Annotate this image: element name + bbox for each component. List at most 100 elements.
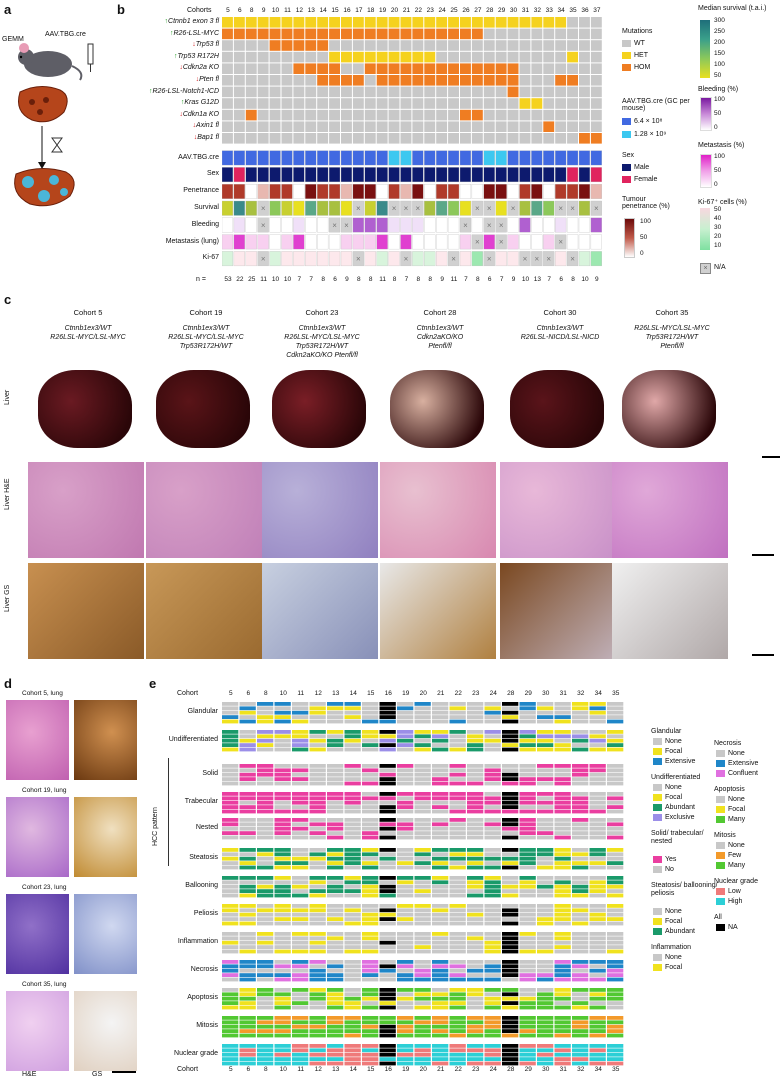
annotation-cell	[222, 150, 234, 166]
heatmap-cell	[309, 1057, 326, 1061]
heatmap-cell	[519, 884, 536, 889]
heatmap-cell	[344, 904, 361, 908]
lung-title: Cohort 5, lung	[22, 690, 63, 697]
annotation-cell	[555, 217, 567, 233]
heatmap-cell	[449, 949, 466, 954]
cohort-number: 34	[557, 7, 565, 14]
annotation-cell	[376, 200, 388, 216]
heatmap-cell	[309, 973, 326, 977]
mutation-cell	[507, 133, 519, 144]
heatmap-cell	[239, 800, 256, 805]
heatmap-cell	[554, 805, 571, 809]
heatmap-cell	[327, 706, 344, 711]
heatmap-cell	[274, 861, 291, 865]
heatmap-cell	[554, 973, 571, 977]
heatmap-cell	[607, 777, 624, 781]
heatmap-cell	[257, 734, 274, 739]
heatmap-cell	[519, 743, 536, 747]
heatmap-cell	[362, 747, 379, 752]
heatmap-cell	[239, 908, 256, 913]
hcc-pattern-bracket	[168, 758, 169, 866]
liver-he-image	[500, 462, 616, 558]
heatmap-cell	[554, 932, 571, 936]
annotation-cell	[495, 167, 507, 183]
annotation-cell	[328, 251, 341, 267]
heatmap-cell	[572, 912, 589, 917]
heatmap-cell	[222, 865, 239, 870]
gene-name: Ctnnb1 exon 3 fl	[168, 18, 219, 25]
mutation-cell	[281, 86, 293, 98]
heatmap-cell	[467, 768, 484, 773]
heatmap-cell	[484, 781, 501, 786]
mutation-cell	[233, 121, 245, 132]
mutation-cell	[281, 98, 293, 109]
heatmap-cell	[274, 796, 291, 801]
heatmap-cell	[327, 818, 344, 822]
heatmap-cell	[519, 1057, 536, 1061]
liver-he-image	[612, 462, 728, 558]
mutation-cell	[519, 121, 531, 132]
liver-gs-image	[612, 563, 728, 659]
mutation-cell	[400, 40, 412, 51]
heatmap-cell	[344, 719, 361, 724]
heatmap-cell	[379, 964, 396, 969]
heatmap-cell	[379, 809, 396, 814]
up-arrow-icon: ↑	[173, 52, 178, 60]
heatmap-cell	[589, 1016, 606, 1020]
mutation-cell	[567, 28, 578, 40]
heatmap-cell	[379, 772, 396, 777]
heatmap-cell	[327, 848, 344, 852]
heatmap-cell	[292, 764, 309, 768]
n-value: 7	[547, 276, 552, 283]
mutation-cell	[233, 109, 245, 121]
heatmap-cell	[362, 988, 379, 992]
mutation-cell	[531, 75, 543, 86]
heatmap-cell	[537, 826, 554, 831]
heatmap-cell	[362, 1016, 379, 1020]
heatmap-cell	[292, 743, 309, 747]
annotation-row-label: Survival	[194, 204, 219, 211]
heatmap-cell	[554, 964, 571, 969]
mutation-cell	[567, 133, 578, 144]
heatmap-cell	[292, 1057, 309, 1061]
mutation-cell	[495, 133, 507, 144]
heatmap-cell	[327, 904, 344, 908]
heatmap-cell	[537, 818, 554, 822]
mutation-cell	[448, 109, 459, 121]
annotation-cell	[281, 167, 293, 183]
heatmap-cell	[397, 734, 414, 739]
annotation-cell	[519, 184, 531, 199]
heatmap-cell	[414, 856, 431, 861]
heatmap-cell	[467, 1044, 484, 1048]
heatmap-cell	[344, 831, 361, 835]
heatmap-cell	[502, 912, 519, 917]
mutation-cell	[329, 51, 340, 63]
annotation-cell	[578, 217, 591, 233]
heatmap-cell	[432, 822, 449, 827]
e-row-label: Mitosis	[196, 1022, 218, 1029]
metastasis-colorbar	[700, 154, 712, 188]
heatmap-cell	[239, 992, 256, 997]
heatmap-cell	[554, 715, 571, 719]
heatmap-cell	[484, 818, 501, 822]
legend-item: No	[653, 866, 674, 873]
mutation-cell	[460, 86, 471, 98]
heatmap-cell	[554, 710, 571, 715]
heatmap-cell	[274, 781, 291, 786]
heatmap-cell	[379, 992, 396, 997]
mutation-cell	[364, 40, 376, 51]
heatmap-cell	[309, 777, 326, 781]
legend-swatch	[716, 862, 725, 869]
heatmap-cell	[519, 805, 536, 809]
heatmap-cell	[414, 865, 431, 870]
mutation-cell	[567, 63, 578, 74]
heatmap-cell	[467, 706, 484, 711]
heatmap-cell	[502, 960, 519, 964]
n-value: 8	[357, 276, 361, 283]
heatmap-cell	[414, 996, 431, 1001]
heatmap-cell	[309, 964, 326, 969]
e-cohort-number: 13	[332, 1066, 340, 1073]
mutation-cell	[245, 86, 257, 98]
heatmap-cell	[344, 932, 361, 936]
heatmap-cell	[589, 996, 606, 1001]
